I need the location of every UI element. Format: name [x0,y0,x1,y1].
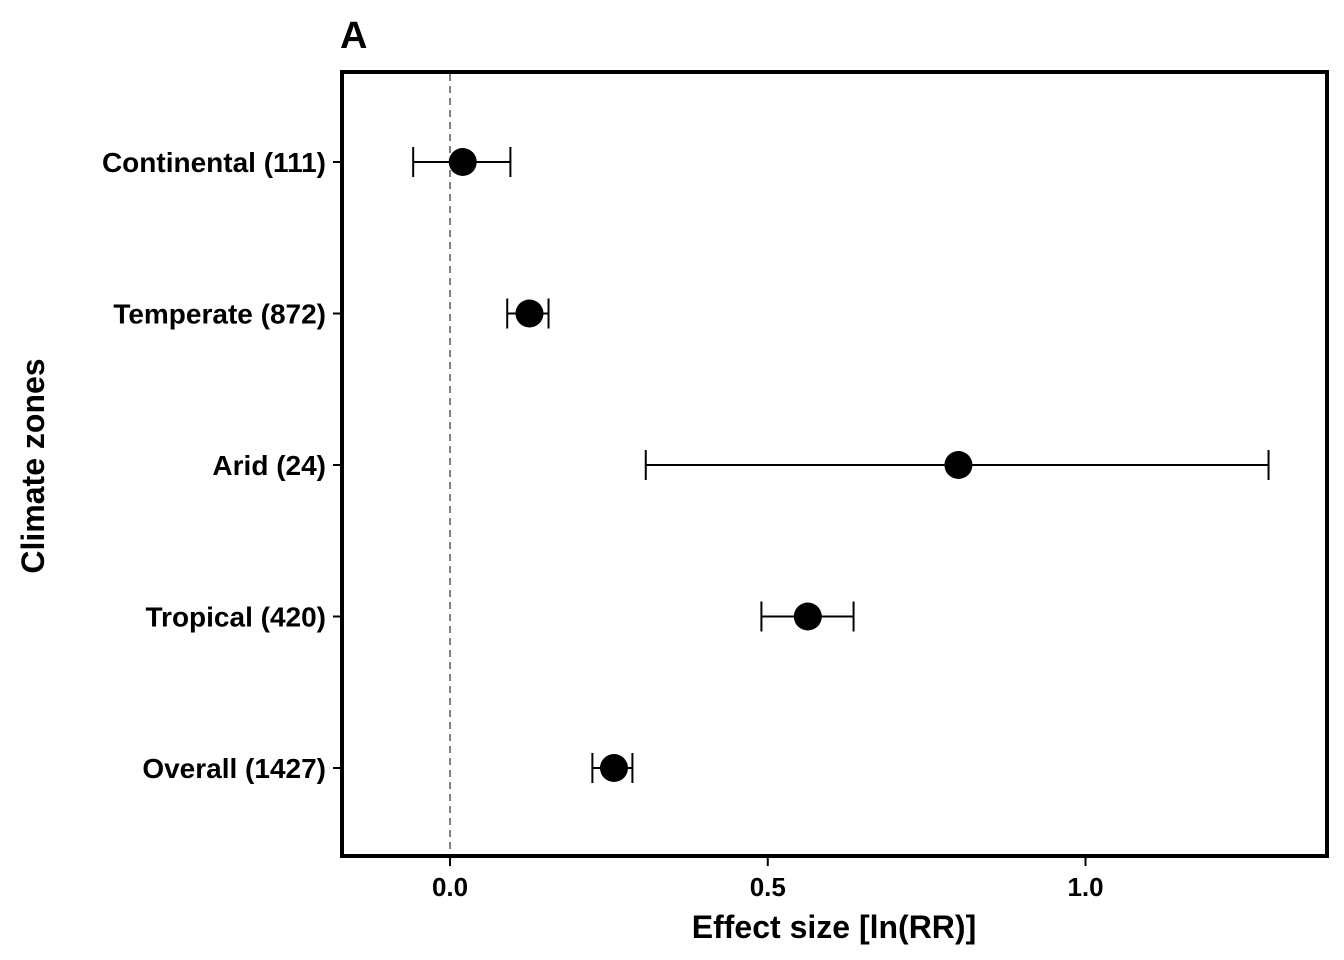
y-tick-label: Continental (111) [102,147,326,178]
effect-point [448,148,477,176]
effect-point [793,602,822,631]
plot-panel-border [340,70,1329,858]
y-tick-label: Overall (1427) [142,753,326,784]
y-tick-label: Arid (24) [212,450,326,481]
effect-point [944,451,973,479]
y-axis-title: Climate zones [15,358,51,573]
panel-label: A [340,15,367,57]
effect-point [515,299,544,328]
y-tick-label: Tropical (420) [145,602,326,633]
x-tick-label: 1.0 [1067,872,1103,902]
chart-marks: 0.0 0.5 1.0 Continental (111) Temperate (872… [102,74,1270,902]
effect-point [599,754,628,782]
x-tick-label: 0.5 [750,872,786,902]
x-axis-title: Effect size [ln(RR)] [692,909,976,945]
y-tick-label: Temperate (872) [113,299,326,330]
x-tick-label: 0.0 [432,872,468,902]
